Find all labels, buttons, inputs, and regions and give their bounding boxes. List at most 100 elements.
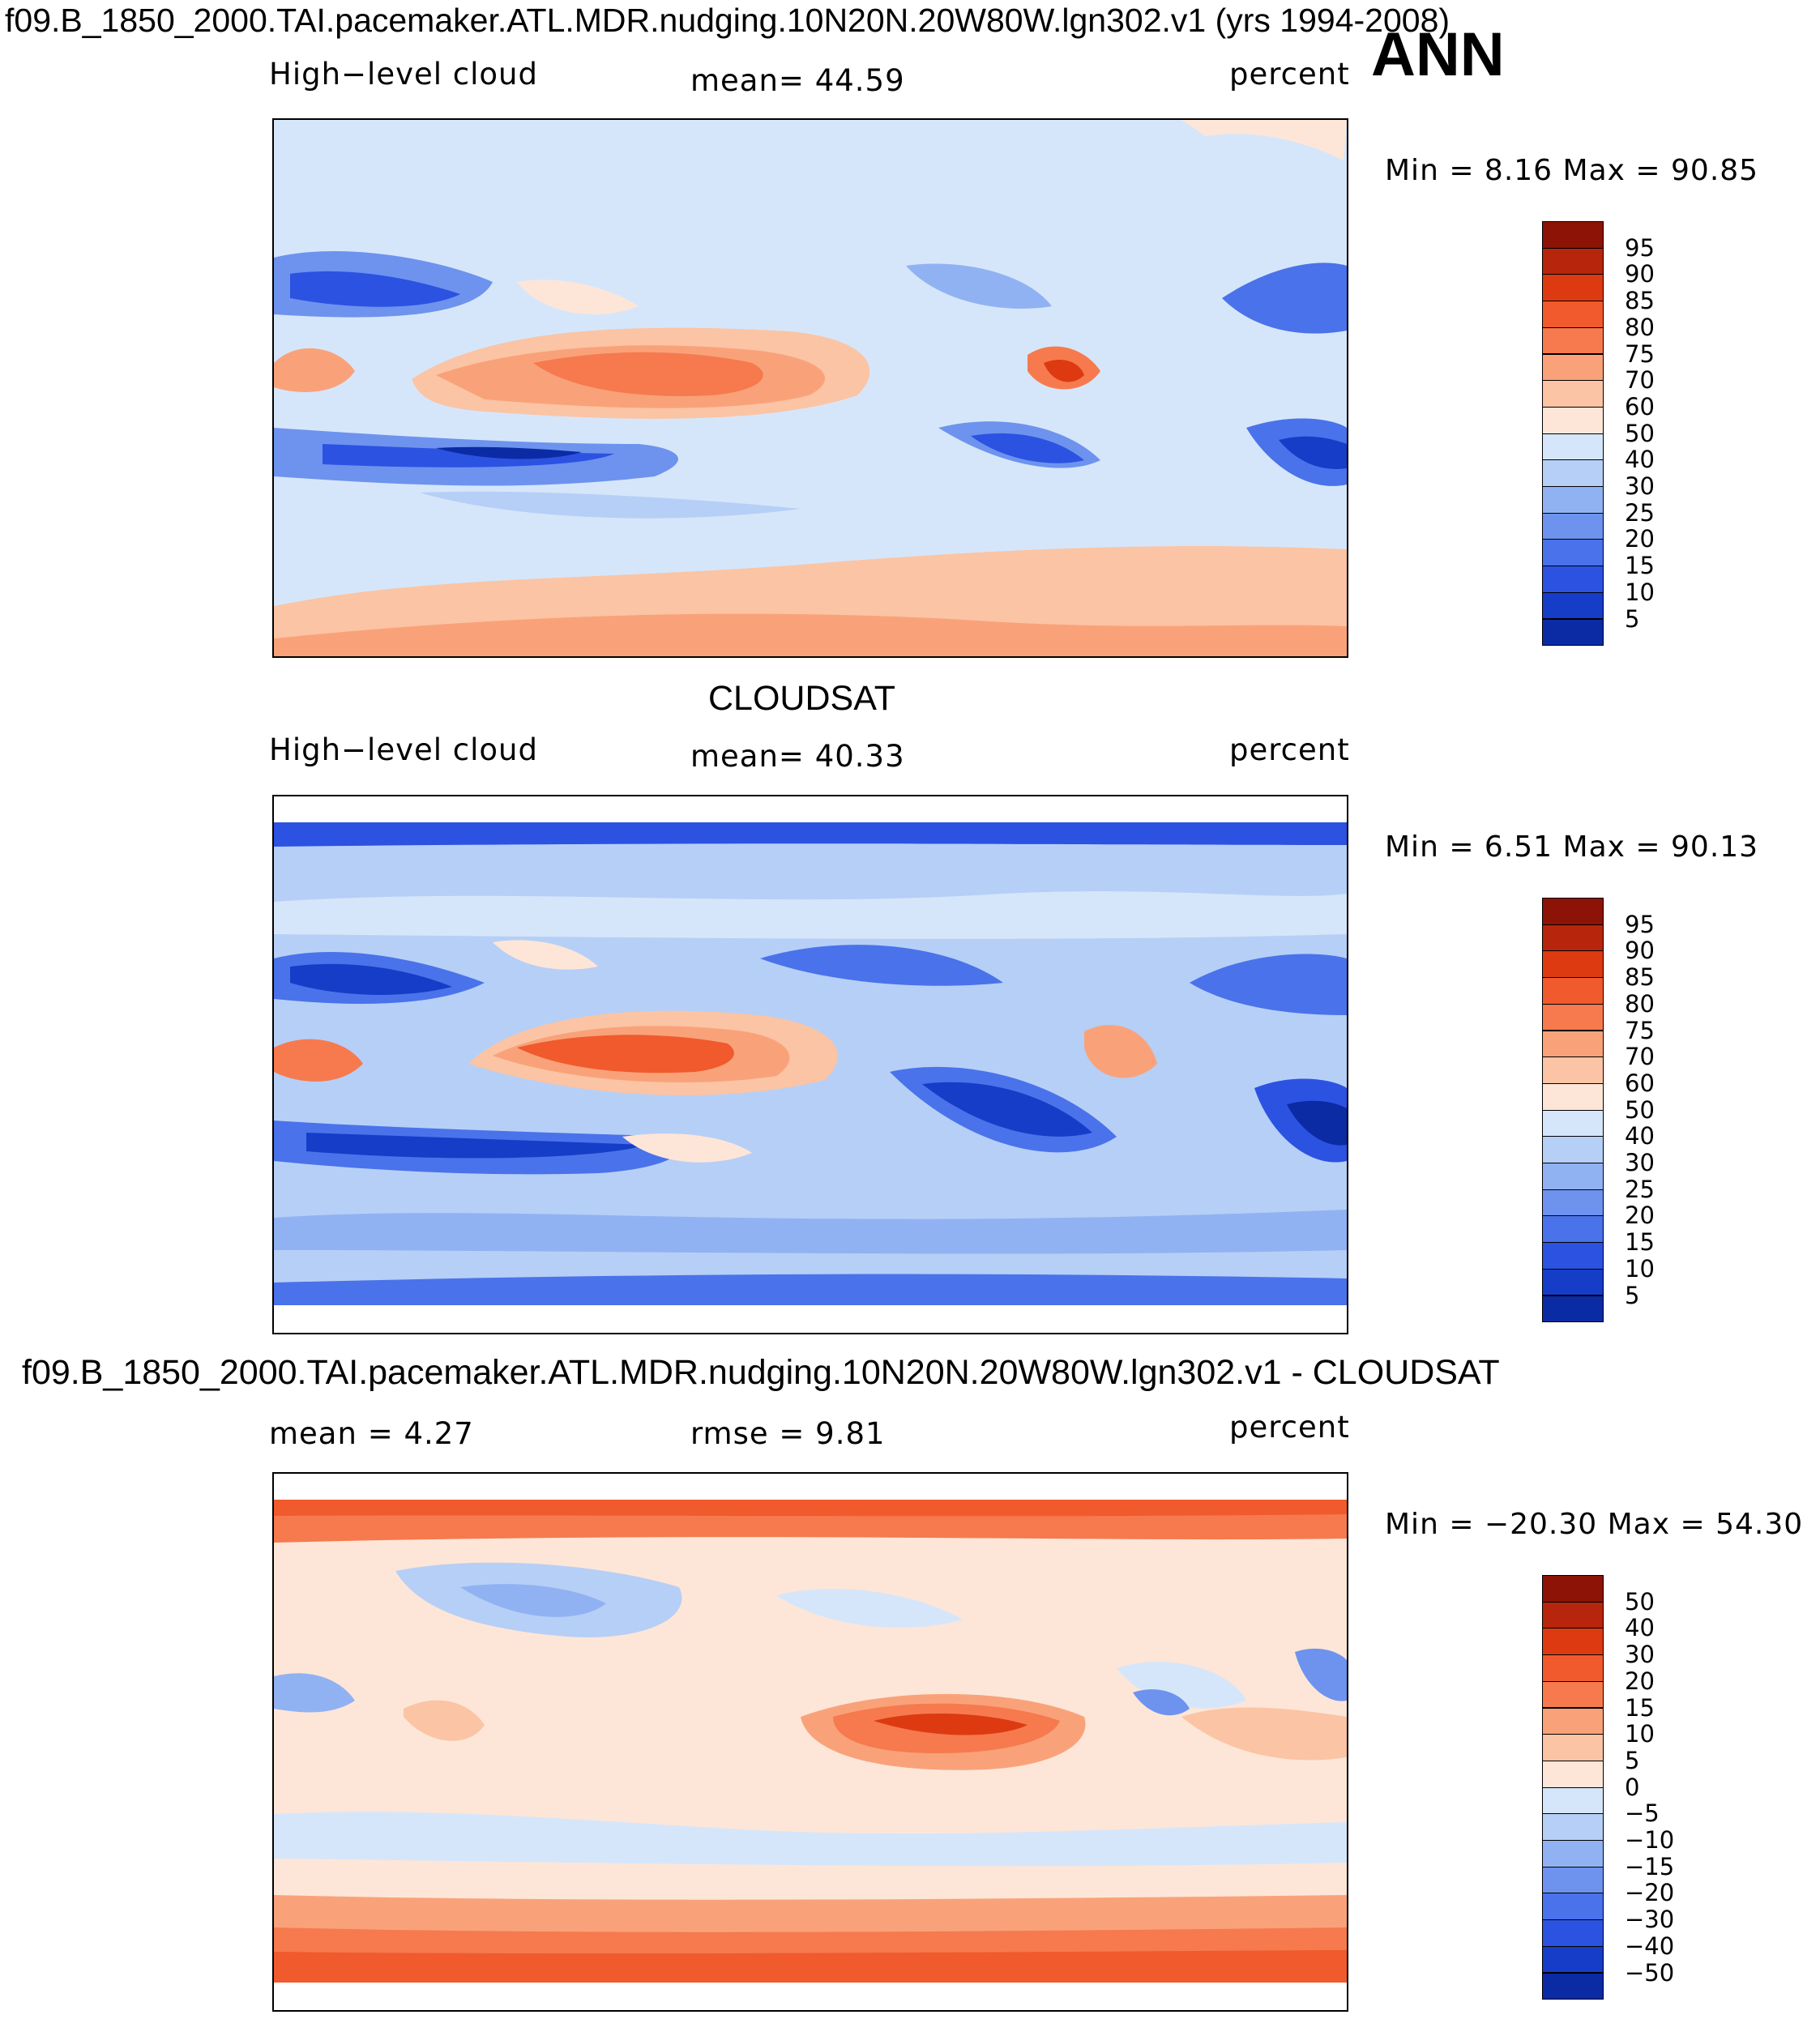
colorbar-swatch (1542, 1575, 1604, 1603)
colorbar-swatch (1542, 1163, 1604, 1190)
colorbar-swatch (1542, 327, 1604, 355)
colorbar-swatch (1542, 566, 1604, 593)
colorbar-swatch (1542, 924, 1604, 952)
panel-obs-mean-label: mean= 40.33 (690, 739, 905, 774)
panel-diff-mean-label: mean = 4.27 (269, 1416, 474, 1451)
colorbar-swatch (1542, 1707, 1604, 1735)
colorbar-swatch (1542, 406, 1604, 434)
colorbar-tick-label: 95 (1625, 233, 1655, 262)
colorbar-swatch (1542, 1242, 1604, 1270)
colorbar-swatch (1542, 1680, 1604, 1709)
panel-diff-map (272, 1472, 1348, 2012)
colorbar-swatch (1542, 618, 1604, 647)
colorbar-swatch (1542, 1268, 1604, 1296)
colorbar-tick-label: 95 (1625, 910, 1655, 938)
panel-obs-minmax: Min = 6.51 Max = 90.13 (1385, 830, 1759, 864)
main-title: f09.B_1850_2000.TAI.pacemaker.ATL.MDR.nu… (5, 2, 1450, 39)
colorbar-swatch (1542, 1056, 1604, 1084)
colorbar-tick-label: 15 (1625, 1693, 1655, 1722)
colorbar-swatch (1542, 1003, 1604, 1031)
colorbar-swatch (1542, 539, 1604, 567)
colorbar-swatch (1542, 274, 1604, 302)
colorbar-swatch (1542, 898, 1604, 925)
colorbar-swatch (1542, 380, 1604, 408)
colorbar-swatch (1542, 1215, 1604, 1244)
colorbar-swatch (1542, 1813, 1604, 1841)
colorbar-swatch (1542, 1109, 1604, 1138)
colorbar-tick-label: 80 (1625, 989, 1655, 1018)
colorbar-swatch (1542, 221, 1604, 249)
colorbar-swatch (1542, 433, 1604, 461)
colorbar-tick-label: 60 (1625, 1069, 1655, 1097)
colorbar-swatch (1542, 353, 1604, 382)
colorbar-swatch (1542, 486, 1604, 514)
colorbar-tick-label: 15 (1625, 552, 1655, 580)
colorbar-swatch (1542, 1601, 1604, 1629)
colorbar-tick-label: 50 (1625, 1095, 1655, 1124)
colorbar-tick-label: 50 (1625, 1587, 1655, 1616)
colorbar-tick-label: 30 (1625, 472, 1655, 500)
colorbar-tick-label: 25 (1625, 1175, 1655, 1203)
colorbar-swatch (1542, 1295, 1604, 1323)
colorbar-tick-label: 30 (1625, 1641, 1655, 1669)
colorbar-swatch (1542, 1760, 1604, 1788)
colorbar-swatch (1542, 1972, 1604, 2000)
panel-model-minmax: Min = 8.16 Max = 90.85 (1385, 154, 1759, 187)
colorbar-tick-label: 0 (1625, 1773, 1640, 1801)
colorbar-swatch (1542, 1840, 1604, 1867)
panel-diff-title: f09.B_1850_2000.TAI.pacemaker.ATL.MDR.nu… (22, 1353, 1500, 1392)
panel-obs-map (272, 795, 1348, 1334)
colorbar-swatch (1542, 1893, 1604, 1921)
colorbar-tick-label: −15 (1625, 1852, 1675, 1880)
colorbar-tick-label: 50 (1625, 419, 1655, 447)
colorbar-tick-label: 20 (1625, 525, 1655, 553)
colorbar-tick-label: −50 (1625, 1958, 1675, 1987)
colorbar-swatch (1542, 1189, 1604, 1217)
panel-obs-variable-label: High−level cloud (269, 732, 538, 767)
colorbar-swatch (1542, 512, 1604, 540)
colorbar-tick-label: 20 (1625, 1667, 1655, 1695)
colorbar-swatch (1542, 977, 1604, 1005)
colorbar-tick-label: 75 (1625, 1016, 1655, 1044)
panel-model-map (272, 118, 1348, 658)
colorbar-tick-label: 70 (1625, 366, 1655, 395)
panel-model-mean-label: mean= 44.59 (690, 63, 905, 98)
colorbar-tick-label: 20 (1625, 1202, 1655, 1230)
colorbar-tick-label: 25 (1625, 498, 1655, 527)
colorbar-tick-label: 10 (1625, 578, 1655, 606)
colorbar-swatch (1542, 591, 1604, 620)
panel-diff-contour-field (274, 1474, 1347, 2010)
colorbar-tick-label: 5 (1625, 604, 1640, 633)
colorbar-tick-label: 85 (1625, 287, 1655, 315)
panel-diff-units-label: percent (1229, 1410, 1350, 1445)
colorbar-tick-label: 5 (1625, 1746, 1640, 1774)
colorbar-swatch (1542, 1082, 1604, 1111)
colorbar-tick-label: 5 (1625, 1281, 1640, 1309)
colorbar-tick-label: 90 (1625, 260, 1655, 288)
colorbar-swatch (1542, 1866, 1604, 1894)
panel-model-contour-field (274, 120, 1347, 656)
colorbar-swatch (1542, 1136, 1604, 1163)
colorbar-swatch (1542, 1030, 1604, 1058)
colorbar-tick-label: 40 (1625, 446, 1655, 474)
colorbar-tick-label: 40 (1625, 1122, 1655, 1150)
colorbar-swatch (1542, 1786, 1604, 1815)
colorbar-swatch (1542, 247, 1604, 275)
colorbar-tick-label: 30 (1625, 1149, 1655, 1176)
colorbar-tick-label: 10 (1625, 1254, 1655, 1283)
colorbar-tick-label: 80 (1625, 313, 1655, 341)
colorbar-swatch (1542, 1919, 1604, 1947)
season-label: ANN (1371, 20, 1505, 89)
colorbar-swatch (1542, 950, 1604, 979)
colorbar-tick-label: 40 (1625, 1614, 1655, 1642)
colorbar-tick-label: 15 (1625, 1228, 1655, 1257)
colorbar-tick-label: −10 (1625, 1826, 1675, 1854)
colorbar-tick-label: −20 (1625, 1879, 1675, 1907)
panel-obs-units-label: percent (1229, 732, 1350, 767)
colorbar-swatch (1542, 1945, 1604, 1974)
colorbar-tick-label: −30 (1625, 1906, 1675, 1934)
panel-model-variable-label: High−level cloud (269, 57, 538, 92)
colorbar-tick-label: 75 (1625, 339, 1655, 368)
colorbar-tick-label: 60 (1625, 392, 1655, 420)
colorbar-tick-label: 70 (1625, 1043, 1655, 1071)
